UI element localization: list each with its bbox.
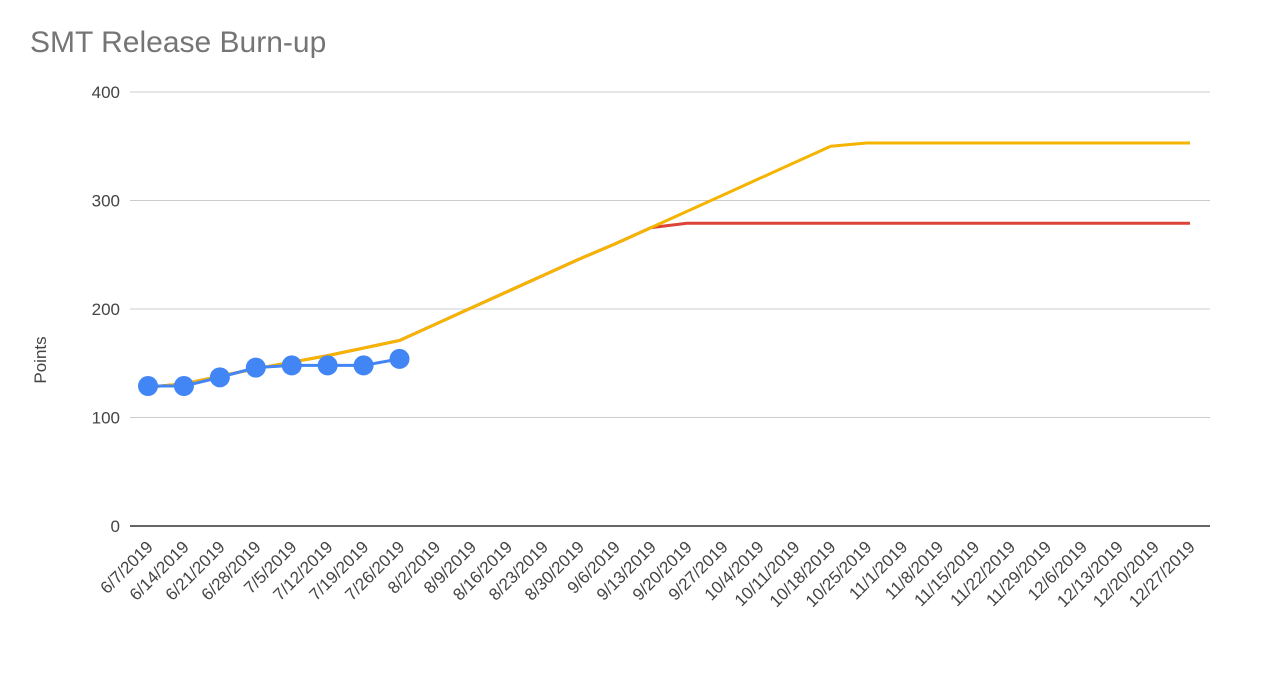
series-line: [147, 221, 1190, 389]
chart-title: SMT Release Burn-up: [30, 26, 326, 59]
data-point: [245, 357, 266, 378]
data-point: [389, 348, 410, 369]
data-point: [353, 355, 374, 376]
y-tick-label: 400: [92, 83, 120, 102]
series-line: [147, 141, 1190, 389]
data-point: [317, 355, 338, 376]
y-tick-label: 300: [92, 192, 120, 211]
y-axis-title: Points: [31, 336, 50, 383]
data-point: [173, 376, 194, 397]
y-tick-label: 0: [111, 517, 120, 536]
data-point: [209, 367, 230, 388]
y-tick-label: 200: [92, 300, 120, 319]
data-point: [138, 376, 158, 397]
y-tick-label: 100: [92, 409, 120, 428]
data-point: [281, 355, 302, 376]
